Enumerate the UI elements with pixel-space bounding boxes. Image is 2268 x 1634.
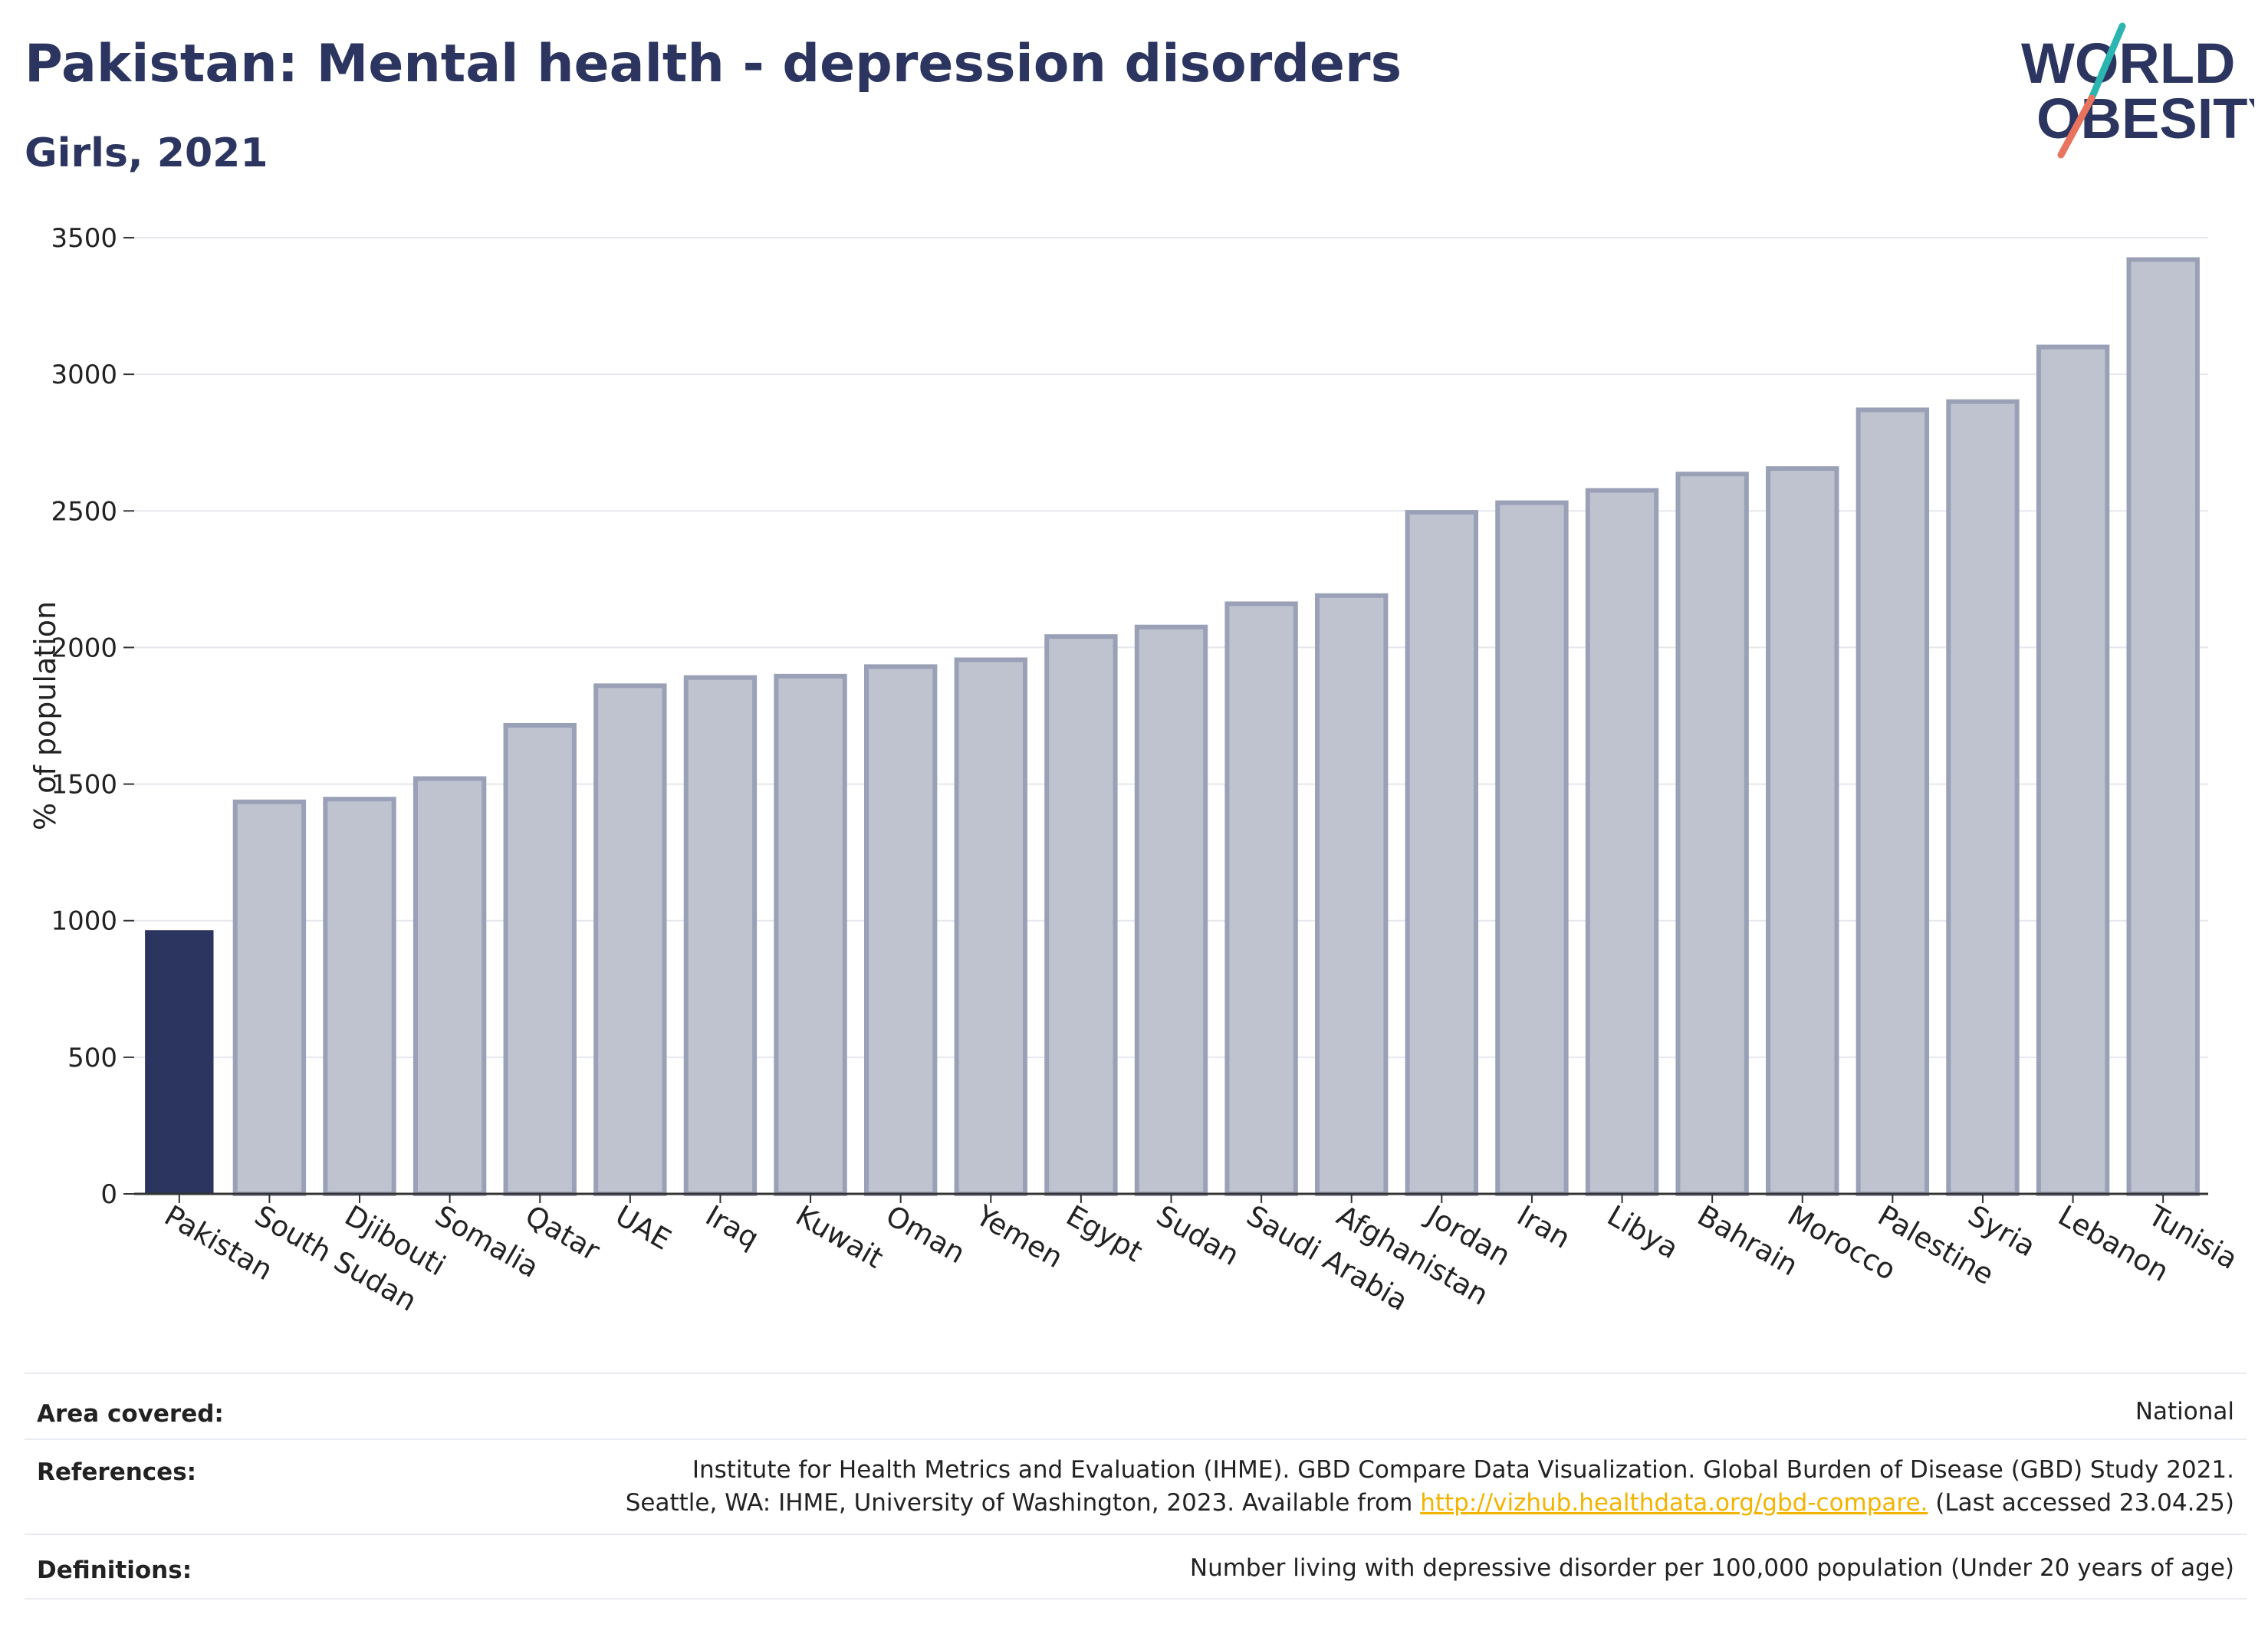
page-subtitle: Girls, 2021 (25, 130, 268, 176)
x-tick-label: Sudan (1151, 1199, 1244, 1273)
x-tick-label: Kuwait (791, 1199, 889, 1275)
bar-kuwait[interactable] (774, 673, 847, 1196)
bar-oman[interactable] (863, 664, 938, 1196)
logo-slash-coral (2057, 94, 2095, 159)
definitions-value: Number living with depressive disorder p… (1189, 1554, 2234, 1582)
logo-word-world: WORLD (2021, 31, 2236, 95)
divider (25, 1373, 2247, 1374)
logo-slash-teal (2088, 22, 2126, 102)
x-tick-label: Iran (1511, 1199, 1576, 1255)
references-line-2-prefix: Seattle, WA: IHME, University of Washing… (625, 1489, 1421, 1517)
bar-south-sudan[interactable] (232, 799, 307, 1196)
divider (25, 1438, 2247, 1440)
area-covered-value: National (2135, 1398, 2234, 1425)
bar-saudi-arabia[interactable] (1224, 601, 1298, 1196)
x-tick-label: Egypt (1060, 1199, 1148, 1269)
bar-tunisia[interactable] (2126, 257, 2200, 1197)
bar-morocco[interactable] (1766, 466, 1839, 1197)
y-tick-label: 1500 (51, 770, 117, 801)
references-label: References: (37, 1458, 197, 1486)
bar-afghanistan[interactable] (1315, 593, 1389, 1196)
y-tick-label: 0 (100, 1179, 117, 1210)
x-tick-label: Iraq (700, 1199, 764, 1255)
x-tick-label: Oman (880, 1199, 971, 1271)
bar-syria[interactable] (1946, 399, 2020, 1196)
x-tick-label: Somalia (429, 1199, 544, 1284)
references-line-2: Seattle, WA: IHME, University of Washing… (626, 1487, 2234, 1520)
bar-libya[interactable] (1585, 488, 1659, 1197)
x-tick-label: Bahrain (1692, 1199, 1803, 1283)
references-line-1: Institute for Health Metrics and Evaluat… (692, 1456, 2234, 1484)
y-tick-label: 500 (67, 1043, 117, 1073)
bar-jordan[interactable] (1405, 510, 1479, 1196)
bar-pakistan[interactable] (145, 930, 214, 1194)
bar-egypt[interactable] (1044, 634, 1118, 1196)
bar-yemen[interactable] (954, 657, 1027, 1196)
bar-lebanon[interactable] (2036, 344, 2110, 1196)
references-value: Institute for Health Metrics and Evaluat… (626, 1454, 2234, 1520)
y-axis-label: % of population (28, 601, 62, 830)
x-tick-label: Libya (1602, 1199, 1684, 1266)
references-link[interactable]: http://vizhub.healthdata.org/gbd-compare… (1420, 1489, 1928, 1517)
bar-uae[interactable] (593, 683, 667, 1196)
bar-palestine[interactable] (1855, 407, 1930, 1196)
bar-iran[interactable] (1495, 500, 1569, 1196)
y-tick-label: 2500 (51, 496, 117, 527)
bar-djibouti[interactable] (323, 797, 396, 1196)
bar-sudan[interactable] (1134, 624, 1208, 1196)
y-tick-label: 3500 (51, 223, 117, 254)
y-tick-label: 1000 (51, 906, 117, 937)
area-covered-label: Area covered: (37, 1400, 224, 1428)
bar-qatar[interactable] (503, 722, 577, 1196)
divider (25, 1534, 2247, 1535)
bar-iraq[interactable] (683, 675, 758, 1196)
x-tick-label: UAE (610, 1199, 676, 1257)
bar-bahrain[interactable] (1675, 472, 1749, 1196)
y-tick-label: 3000 (51, 360, 117, 390)
page-title: Pakistan: Mental health - depression dis… (25, 34, 1402, 94)
world-obesity-logo: WORLD OBESITY (2021, 22, 2254, 159)
bar-chart: 0500100015002000250030003500PakistanSout… (28, 223, 2243, 1318)
references-line-2-suffix: (Last accessed 23.04.25) (1928, 1489, 2234, 1517)
definitions-label: Definitions: (37, 1557, 192, 1584)
bar-somalia[interactable] (413, 776, 487, 1196)
divider (25, 1598, 2247, 1599)
x-tick-label: Yemen (970, 1198, 1069, 1274)
y-tick-label: 2000 (51, 633, 117, 663)
